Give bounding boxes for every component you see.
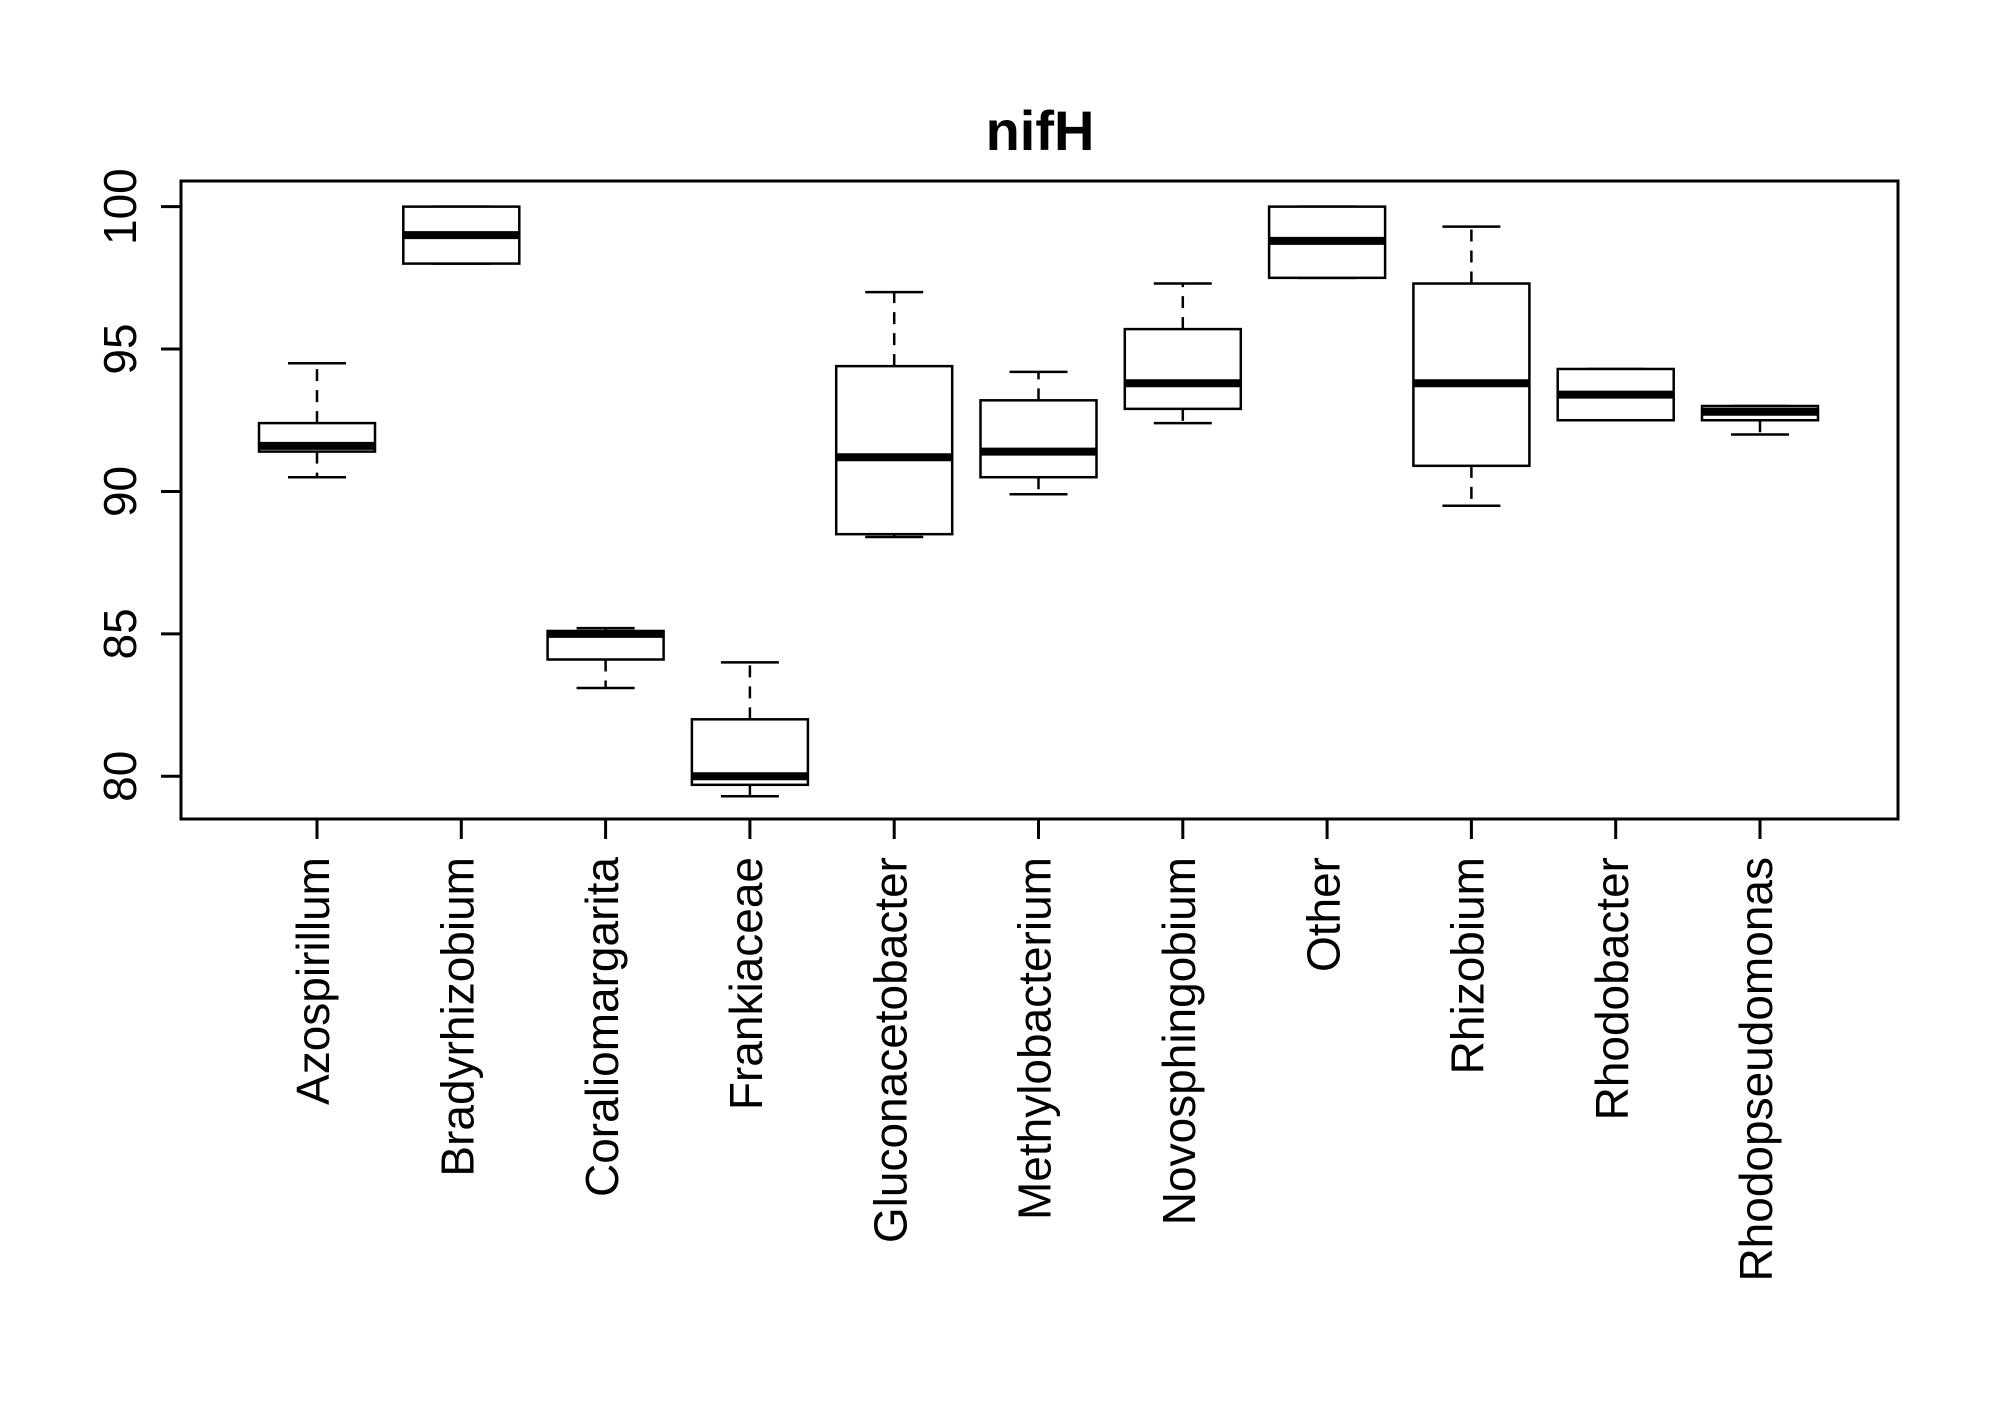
x-tick-label: Rhizobium [1442,857,1494,1074]
x-axis: Azospirillum Bradyrhizobium Coraliomargari… [287,817,1782,1282]
x-tick-label: Frankiaceae [720,857,772,1110]
y-tick-label: 80 [94,751,146,802]
iqr-box [979,399,1098,479]
boxes-group [257,205,1820,798]
box-rhodopseudomonas [1700,404,1820,436]
box-frankiaceae [690,661,810,798]
iqr-box [834,364,954,536]
box-novosphingobium [1123,282,1243,425]
x-tick-label: Rhodobacter [1586,857,1638,1120]
box-methylobacterium [979,370,1098,496]
x-tick-label: Bradyrhizobium [431,857,483,1177]
x-tick-label: Methylobacterium [1009,857,1061,1220]
box-other [1267,205,1387,280]
y-tick-label: 95 [94,323,146,374]
box-gluconacetobacter [834,290,954,539]
box-rhodobacter [1556,367,1675,422]
y-tick-label: 85 [94,608,146,659]
x-tick-label: Coraliomargarita [576,857,628,1197]
box-rhizobium [1412,225,1531,507]
x-tick-label: Rhodopseudomonas [1730,857,1782,1282]
x-tick-label: Novosphingobium [1153,857,1205,1225]
box-bradyrhizobium [402,205,521,265]
y-tick-label: 90 [94,466,146,517]
y-tick-label: 100 [94,168,146,245]
x-tick-label: Gluconacetobacter [864,857,916,1243]
y-axis: 80 85 90 95 100 [94,168,183,802]
x-tick-label: Other [1297,857,1349,972]
plot-frame [179,179,1900,821]
box-azospirillum [257,362,377,479]
iqr-box [1412,282,1531,468]
chart-title: nifH [986,99,1095,162]
x-tick-label: Azospirillum [287,857,339,1105]
box-coraliomargarita [546,626,665,690]
iqr-box [1123,327,1243,411]
